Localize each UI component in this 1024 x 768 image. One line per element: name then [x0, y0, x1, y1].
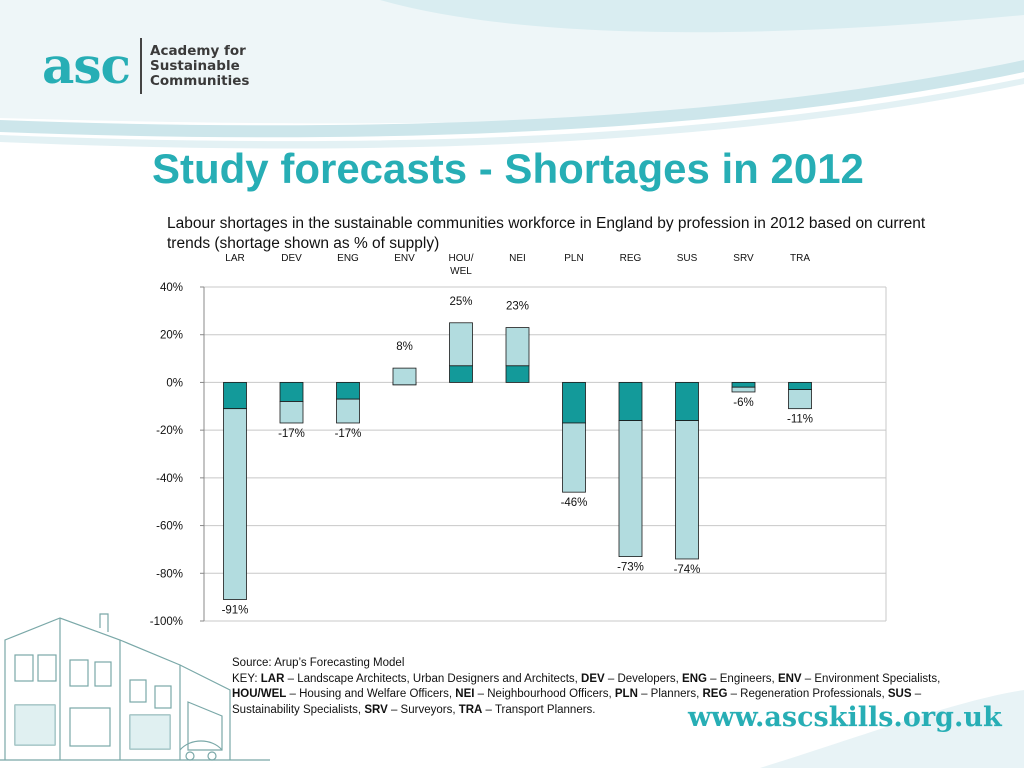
key-code: HOU/WEL — [232, 688, 287, 700]
y-tick-label: -40% — [156, 473, 183, 485]
slide-title: Study forecasts - Shortages in 2012 — [152, 145, 864, 192]
bar-segment-nei-2 — [505, 327, 530, 367]
key-code: SRV — [364, 703, 388, 716]
key-description: – Landscape Architects, Urban Designers … — [284, 672, 582, 685]
key-description: – Developers, — [604, 672, 683, 685]
bar-segment-eng-1 — [336, 382, 360, 400]
category-label: TRA — [790, 253, 810, 264]
data-label: 8% — [396, 341, 413, 353]
bar-segment-tra-1 — [788, 382, 812, 390]
key-code: TRA — [458, 703, 483, 716]
key-description: – Transport Planners. — [482, 703, 596, 716]
chart-footnote: Source: Arup’s Forecasting Model KEY: LA… — [232, 656, 972, 718]
y-tick-label: 0% — [166, 377, 183, 389]
logo: asc Academy for Sustainable Communities — [42, 38, 249, 94]
key-prefix: KEY: — [232, 672, 261, 685]
category-label: REG — [620, 253, 642, 264]
key-code: REG — [702, 688, 728, 700]
data-label: 25% — [449, 296, 472, 308]
category-label: ENV — [394, 253, 415, 264]
bar-segment-sus-2 — [675, 420, 699, 560]
website-url[interactable]: www.ascskills.org.uk — [688, 702, 1002, 733]
data-label: -91% — [222, 605, 249, 617]
bar-segment-eng-2 — [336, 398, 360, 424]
key-code: ENV — [777, 672, 802, 685]
data-label: -17% — [335, 428, 362, 440]
logo-name-line: Communities — [150, 72, 250, 89]
key-description: – Housing and Welfare Officers, — [286, 688, 456, 700]
key-description: – Engineers, — [706, 672, 778, 685]
data-label: -46% — [561, 497, 588, 509]
bar-segment-env-2 — [392, 367, 417, 386]
source-note: Source: Arup’s Forecasting Model — [232, 657, 405, 669]
key-description: – Planners, — [637, 688, 703, 700]
logo-divider — [140, 38, 142, 94]
bar-segment-srv-1 — [731, 382, 756, 388]
bar-segment-hou-wel-2 — [449, 322, 473, 367]
bar-segment-hou-wel-1 — [449, 365, 473, 383]
category-label: PLN — [564, 253, 583, 264]
key-description: – Sustainability Specialists, — [232, 688, 922, 716]
bar-segment-reg-2 — [618, 420, 643, 557]
shortage-bar-chart: 40% 20% 0% -20% -40% -60% -80% -100% LAR -91% DEV -… — [150, 253, 887, 628]
bar-segment-dev-2 — [279, 401, 304, 424]
category-label: ENG — [337, 253, 359, 264]
key-code: SUS — [887, 688, 912, 700]
key-description: – Environment Specialists, — [801, 672, 941, 685]
key-description: – Regeneration Professionals, — [727, 688, 888, 700]
key-code: LAR — [260, 672, 285, 685]
category-label: SUS — [677, 253, 698, 264]
data-label: -11% — [787, 414, 813, 426]
category-label: WEL — [450, 266, 472, 277]
bar-segment-nei-1 — [505, 365, 530, 383]
key-description: – Surveyors, — [387, 703, 459, 716]
data-label: -74% — [674, 564, 701, 576]
bar-segment-dev-1 — [279, 382, 304, 402]
bar-segment-srv-2 — [731, 386, 756, 393]
y-tick-label: -80% — [156, 568, 183, 580]
y-tick-label: 40% — [160, 282, 183, 294]
key-legend: KEY: LAR – Landscape Architects, Urban D… — [232, 672, 972, 719]
bar-segment-lar-2 — [223, 408, 247, 600]
bar-segment-pln-2 — [562, 422, 586, 493]
key-description: – Neighbourhood Officers, — [474, 688, 615, 700]
logo-name: Academy for Sustainable Communities — [150, 42, 250, 89]
key-code: ENG — [682, 672, 707, 685]
data-label: -17% — [278, 428, 305, 440]
key-code: NEI — [455, 688, 475, 700]
logo-name-line: Academy for — [150, 42, 246, 59]
y-tick-label: -100% — [150, 616, 183, 628]
building-sketch-illustration — [0, 613, 270, 761]
category-label: SRV — [733, 253, 754, 264]
bar-segment-reg-1 — [618, 382, 643, 421]
data-label: -73% — [617, 562, 644, 574]
logo-abbreviation: asc — [42, 36, 131, 95]
y-tick-label: 20% — [160, 330, 183, 342]
data-label: -6% — [733, 397, 753, 409]
bar-segment-pln-1 — [562, 382, 586, 424]
category-label: NEI — [509, 253, 526, 264]
y-tick-label: -20% — [156, 425, 183, 437]
bar-segment-tra-2 — [788, 389, 812, 410]
chart-subtitle: Labour shortages in the sustainable comm… — [167, 215, 926, 252]
data-label: 23% — [506, 301, 529, 313]
category-label: DEV — [281, 253, 302, 264]
bar-segment-sus-1 — [675, 382, 699, 421]
category-label: HOU/ — [449, 253, 474, 264]
y-tick-label: -60% — [156, 521, 183, 533]
key-code: DEV — [581, 672, 605, 685]
logo-name-line: Sustainable — [150, 57, 240, 74]
key-code: PLN — [614, 688, 638, 700]
category-label: LAR — [225, 253, 244, 264]
bar-segment-lar-1 — [223, 382, 247, 410]
